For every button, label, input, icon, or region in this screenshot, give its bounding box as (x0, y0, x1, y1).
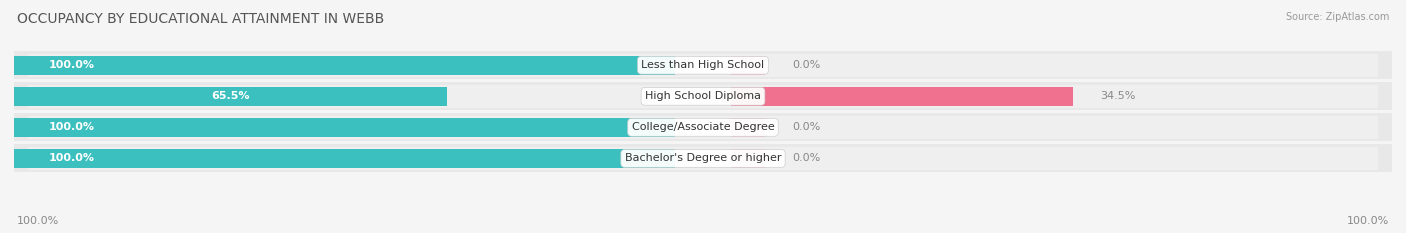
Bar (731, 118, 765, 137)
Bar (14, 113, 1392, 141)
Bar (14, 87, 447, 106)
Text: 0.0%: 0.0% (793, 122, 821, 132)
Bar (14, 51, 1392, 79)
Text: 100.0%: 100.0% (17, 216, 59, 226)
Text: 100.0%: 100.0% (48, 154, 94, 163)
Legend: Owner-occupied, Renter-occupied: Owner-occupied, Renter-occupied (583, 230, 823, 233)
Text: College/Associate Degree: College/Associate Degree (631, 122, 775, 132)
Bar (28, 54, 1378, 77)
Bar (731, 87, 1073, 106)
Text: 0.0%: 0.0% (793, 60, 821, 70)
Text: OCCUPANCY BY EDUCATIONAL ATTAINMENT IN WEBB: OCCUPANCY BY EDUCATIONAL ATTAINMENT IN W… (17, 12, 384, 26)
Bar (28, 85, 1378, 108)
Bar (14, 118, 675, 137)
Text: High School Diploma: High School Diploma (645, 91, 761, 101)
Text: 34.5%: 34.5% (1101, 91, 1136, 101)
Text: 65.5%: 65.5% (211, 91, 250, 101)
Text: Less than High School: Less than High School (641, 60, 765, 70)
Bar (731, 56, 765, 75)
Text: 100.0%: 100.0% (48, 122, 94, 132)
Bar (14, 149, 675, 168)
Text: 0.0%: 0.0% (793, 154, 821, 163)
Bar (28, 147, 1378, 170)
Bar (14, 56, 675, 75)
Text: Source: ZipAtlas.com: Source: ZipAtlas.com (1285, 12, 1389, 22)
Text: 100.0%: 100.0% (1347, 216, 1389, 226)
Bar (731, 149, 765, 168)
Text: 100.0%: 100.0% (48, 60, 94, 70)
Bar (14, 144, 1392, 172)
Text: Bachelor's Degree or higher: Bachelor's Degree or higher (624, 154, 782, 163)
Bar (14, 82, 1392, 110)
Bar (28, 116, 1378, 139)
